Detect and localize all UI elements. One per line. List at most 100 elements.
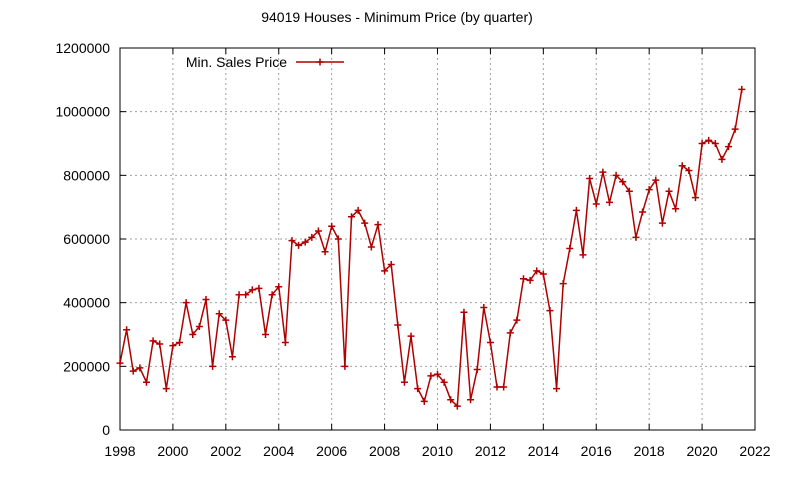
- data-point: [500, 383, 508, 391]
- data-point: [354, 206, 362, 214]
- data-point: [255, 284, 263, 292]
- data-point: [295, 241, 303, 249]
- data-point: [691, 194, 699, 202]
- data-point: [288, 237, 296, 245]
- data-point: [400, 378, 408, 386]
- data-point: [248, 286, 256, 294]
- data-point: [275, 283, 283, 291]
- data-point: [215, 310, 223, 318]
- data-point: [367, 243, 375, 251]
- data-point: [407, 332, 415, 340]
- data-point: [559, 280, 567, 288]
- data-point: [328, 222, 336, 230]
- data-point: [136, 364, 144, 372]
- data-point: [467, 396, 475, 404]
- y-tick-label: 800000: [63, 167, 110, 183]
- data-point: [572, 206, 580, 214]
- data-point: [176, 338, 184, 346]
- data-point: [414, 385, 422, 393]
- y-tick-label: 200000: [63, 358, 110, 374]
- data-point: [222, 316, 230, 324]
- legend-label: Min. Sales Price: [186, 54, 287, 70]
- data-point: [142, 378, 150, 386]
- data-point: [678, 162, 686, 170]
- data-point: [605, 198, 613, 206]
- data-point: [434, 370, 441, 378]
- data-point: [645, 186, 653, 194]
- x-tick-label: 2006: [316, 443, 347, 459]
- data-point: [718, 155, 726, 163]
- data-point: [394, 321, 402, 329]
- data-point: [526, 276, 534, 284]
- data-point: [334, 235, 342, 243]
- series-min-sales-price: [116, 85, 746, 410]
- data-point: [665, 187, 673, 195]
- data-point: [116, 359, 124, 367]
- data-point: [711, 140, 719, 147]
- data-point: [387, 260, 395, 268]
- y-tick-label: 1200000: [55, 40, 110, 56]
- data-point: [632, 233, 640, 241]
- y-tick-label: 600000: [63, 231, 110, 247]
- x-tick-label: 2020: [687, 443, 718, 459]
- x-tick-label: 2002: [210, 443, 241, 459]
- data-point: [262, 331, 270, 338]
- data-point: [242, 291, 250, 299]
- data-point: [195, 323, 203, 331]
- data-point: [506, 329, 514, 337]
- x-tick-label: 2008: [369, 443, 400, 459]
- data-point: [348, 213, 356, 221]
- series-line: [119, 89, 743, 408]
- data-point: [685, 167, 693, 175]
- data-point: [281, 338, 289, 346]
- data-point: [579, 251, 587, 259]
- data-point: [235, 291, 243, 299]
- data-point: [480, 303, 488, 311]
- legend-marker: [316, 58, 324, 66]
- legend: Min. Sales Price: [186, 54, 344, 70]
- data-point: [553, 385, 561, 393]
- data-point: [202, 295, 210, 303]
- data-point: [698, 140, 706, 147]
- data-point: [612, 171, 620, 179]
- data-point: [731, 125, 739, 133]
- data-point: [533, 267, 541, 275]
- data-point: [374, 221, 382, 229]
- data-point: [314, 227, 322, 235]
- data-point: [321, 248, 329, 256]
- data-point: [301, 238, 309, 246]
- data-point: [228, 353, 236, 361]
- data-point: [625, 187, 633, 195]
- data-point: [539, 270, 547, 278]
- data-point: [652, 176, 660, 184]
- data-point: [493, 383, 501, 391]
- data-point: [639, 208, 647, 216]
- data-point: [592, 200, 600, 208]
- grid-lines: [120, 48, 755, 430]
- data-point: [182, 299, 190, 307]
- x-tick-label: 2022: [739, 443, 770, 459]
- data-point: [513, 316, 521, 324]
- data-point: [453, 402, 461, 410]
- data-point: [162, 385, 170, 393]
- data-point: [156, 340, 164, 348]
- data-point: [341, 362, 349, 370]
- data-point: [381, 267, 389, 275]
- x-tick-label: 2012: [475, 443, 506, 459]
- data-point: [566, 245, 574, 253]
- data-point: [586, 175, 594, 183]
- x-tick-label: 2000: [157, 443, 188, 459]
- data-point: [447, 396, 455, 404]
- data-point: [189, 331, 197, 338]
- data-point: [440, 378, 448, 386]
- data-point: [169, 342, 177, 350]
- x-tick-label: 2014: [528, 443, 559, 459]
- x-tick-label: 2010: [422, 443, 453, 459]
- data-point: [672, 205, 680, 213]
- data-point: [486, 338, 494, 346]
- y-tick-label: 0: [102, 422, 110, 438]
- data-point: [619, 178, 627, 186]
- data-point: [209, 362, 217, 370]
- data-point: [361, 219, 369, 227]
- data-point: [123, 326, 131, 334]
